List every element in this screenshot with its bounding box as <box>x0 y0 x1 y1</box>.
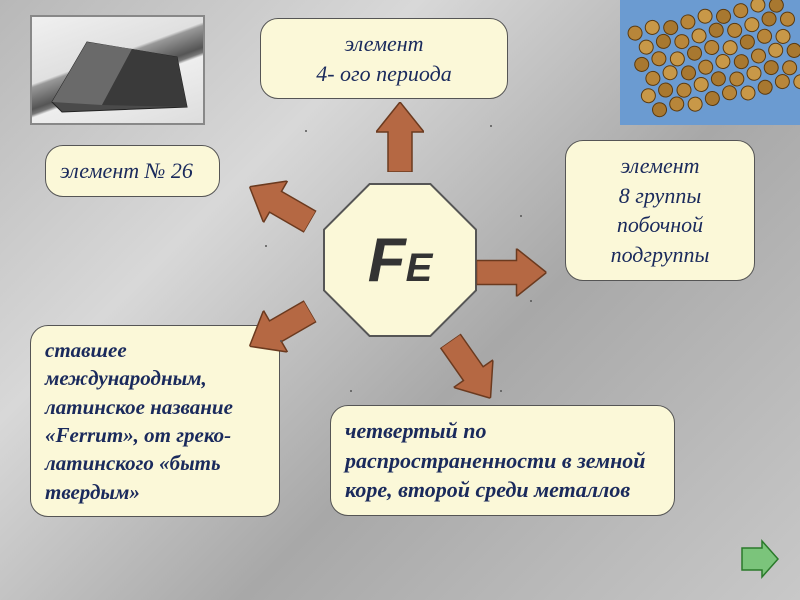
ore-image <box>30 15 205 125</box>
bubble-bottom: четвертый по распространенности в земной… <box>330 405 675 516</box>
symbol-sub: E <box>406 246 433 290</box>
center-octagon: FE <box>325 185 475 335</box>
arrow-up <box>376 102 424 177</box>
bubble-right-text: элемент8 группыпобочнойподгруппы <box>611 153 710 267</box>
dot <box>530 300 532 302</box>
dot <box>265 245 267 247</box>
arrow-up-left <box>238 166 327 245</box>
bubble-top: элемент4- ого периода <box>260 18 508 99</box>
dot <box>280 340 282 342</box>
bubble-left-bottom-text: ставшее международным, латинское названи… <box>45 338 233 504</box>
bubble-left-bottom: ставшее международным, латинское названи… <box>30 325 280 517</box>
dot <box>520 215 522 217</box>
arrow-down-right <box>428 323 510 412</box>
bubble-top-text: элемент4- ого периода <box>316 31 452 86</box>
bubble-left-top-text: элемент № 26 <box>60 158 193 183</box>
dot <box>500 390 502 392</box>
rebar-image <box>620 0 800 125</box>
bubble-left-top: элемент № 26 <box>45 145 220 197</box>
bubble-right: элемент8 группыпобочнойподгруппы <box>565 140 755 281</box>
dot <box>490 125 492 127</box>
next-arrow-icon <box>738 538 780 580</box>
bubble-bottom-text: четвертый по распространенности в земной… <box>345 418 646 502</box>
dot <box>350 390 352 392</box>
next-button[interactable] <box>738 538 780 580</box>
arrow-right <box>472 249 547 297</box>
element-symbol: FE <box>368 225 433 296</box>
dot <box>305 130 307 132</box>
symbol-main: F <box>368 226 406 295</box>
